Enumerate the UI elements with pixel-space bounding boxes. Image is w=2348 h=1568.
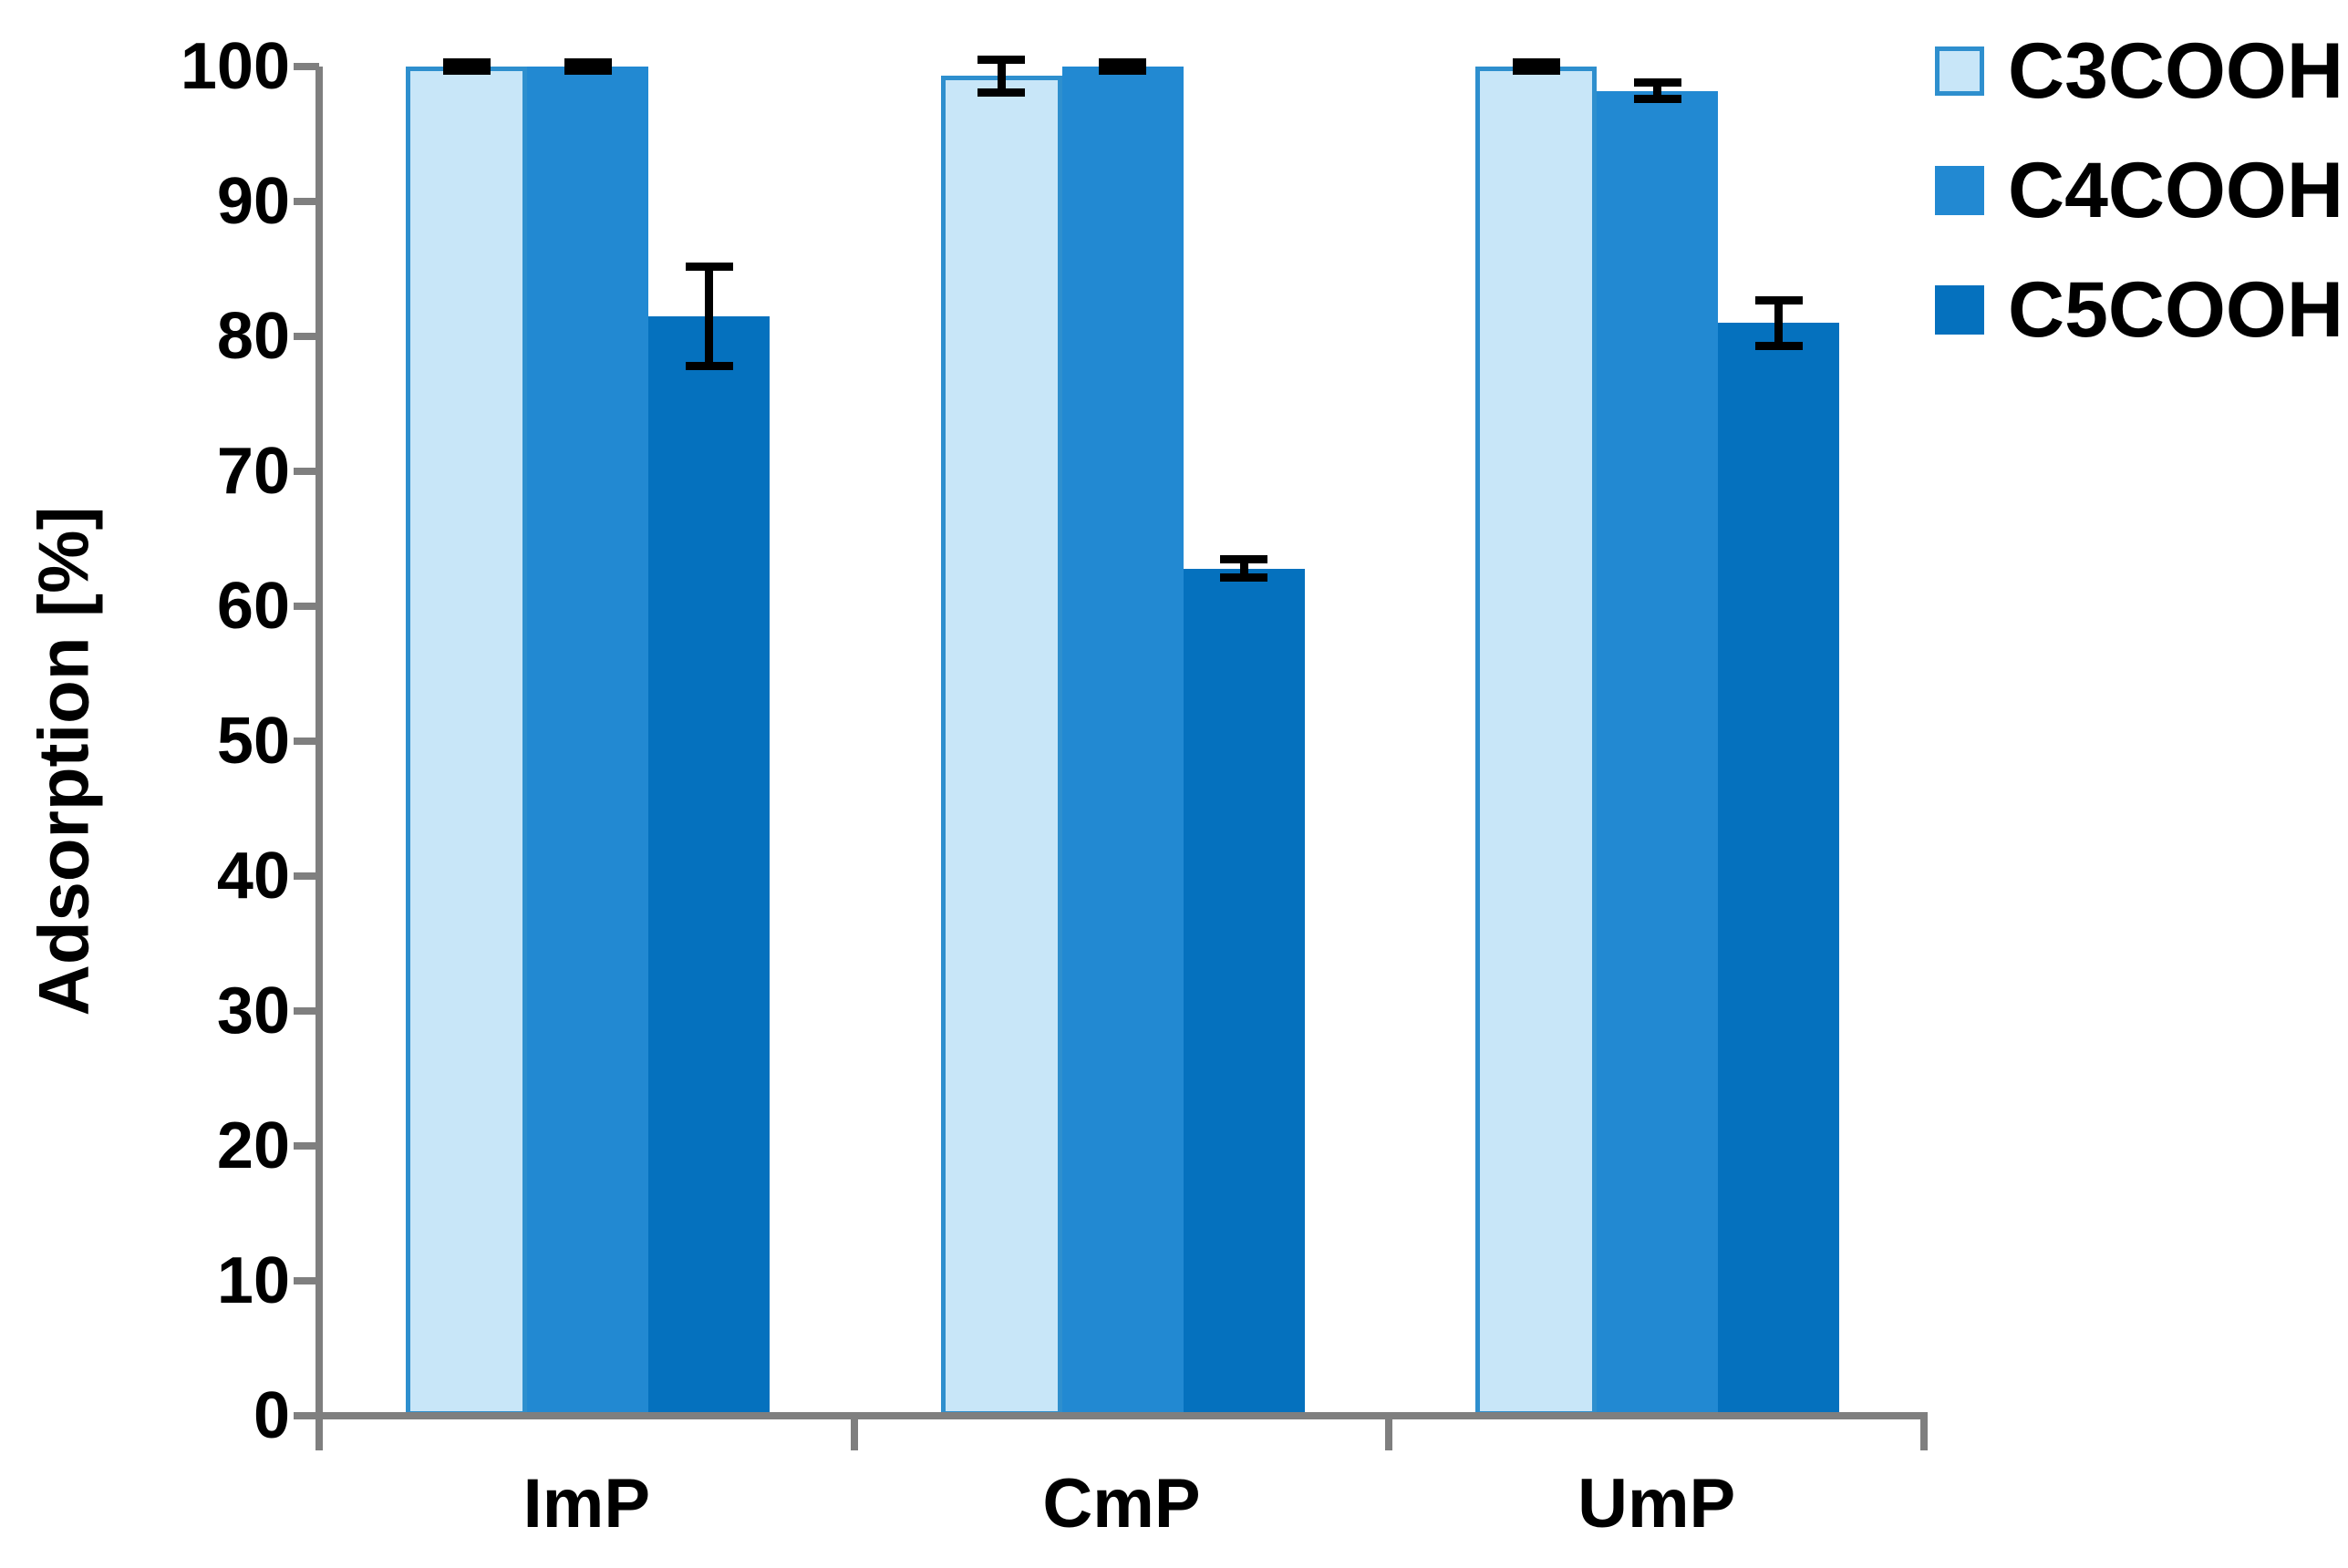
y-tick-label-70: 70 — [216, 435, 290, 508]
error-bar-cap-top-ump-c5cooh — [1754, 295, 1803, 304]
error-bar-cap-bottom-ump-c3cooh — [1512, 66, 1560, 75]
bar-imp-c4cooh — [527, 67, 648, 1416]
error-bar-cap-bottom-imp-c3cooh — [442, 66, 491, 75]
y-tick-90 — [294, 198, 319, 205]
x-category-label-ump: UmP — [1577, 1465, 1736, 1542]
legend-item-c4cooh: C4COOH — [1935, 147, 2343, 234]
y-tick-label-50: 50 — [216, 705, 290, 778]
error-bar-cap-bottom-ump-c4cooh — [1633, 95, 1681, 104]
bar-ump-c4cooh — [1597, 90, 1719, 1416]
bar-cmp-c3cooh — [940, 76, 1062, 1416]
y-tick-label-80: 80 — [216, 300, 290, 373]
error-bar-line-ump-c5cooh — [1774, 300, 1784, 346]
y-tick-80 — [294, 333, 319, 340]
error-bar-cap-top-ump-c4cooh — [1633, 78, 1681, 88]
y-tick-20 — [294, 1142, 319, 1150]
y-tick-label-0: 0 — [253, 1379, 290, 1452]
y-tick-label-60: 60 — [216, 570, 290, 643]
y-tick-label-100: 100 — [180, 30, 290, 103]
error-bar-cap-top-cmp-c5cooh — [1220, 554, 1268, 563]
bar-ump-c5cooh — [1718, 323, 1840, 1416]
y-tick-50 — [294, 738, 319, 745]
y-tick-label-40: 40 — [216, 840, 290, 913]
y-tick-label-20: 20 — [216, 1109, 290, 1182]
error-bar-cap-top-cmp-c4cooh — [1099, 58, 1147, 67]
error-bar-cap-bottom-imp-c4cooh — [564, 66, 612, 75]
error-bar-line-cmp-c5cooh — [1239, 559, 1248, 578]
error-bar-cap-bottom-cmp-c4cooh — [1099, 66, 1147, 75]
y-tick-60 — [294, 603, 319, 610]
legend-swatch-c5cooh-icon — [1935, 285, 1984, 335]
y-tick-100 — [294, 63, 319, 70]
error-bar-cap-bottom-cmp-c5cooh — [1220, 573, 1268, 583]
y-tick-0 — [294, 1412, 319, 1419]
x-boundary-tick-0 — [315, 1416, 323, 1450]
y-tick-label-90: 90 — [216, 165, 290, 238]
error-bar-cap-top-imp-c3cooh — [442, 58, 491, 67]
y-axis-title: Adsorption [%] — [23, 506, 104, 1016]
error-bar-cap-top-ump-c3cooh — [1512, 58, 1560, 67]
legend-label-c5cooh: C5COOH — [2008, 266, 2343, 354]
bar-cmp-c4cooh — [1061, 67, 1184, 1416]
error-bar-cap-top-imp-c5cooh — [685, 262, 733, 271]
x-category-label-cmp: CmP — [1042, 1465, 1201, 1542]
error-bar-cap-top-imp-c4cooh — [564, 58, 612, 67]
legend-label-c4cooh: C4COOH — [2008, 147, 2343, 234]
legend-swatch-c4cooh-icon — [1935, 166, 1984, 215]
error-bar-cap-bottom-cmp-c3cooh — [977, 88, 1026, 97]
y-tick-40 — [294, 872, 319, 880]
error-bar-line-cmp-c3cooh — [997, 59, 1006, 93]
bar-ump-c3cooh — [1475, 67, 1598, 1416]
legend-item-c5cooh: C5COOH — [1935, 266, 2343, 354]
y-axis-line — [315, 67, 323, 1423]
y-tick-30 — [294, 1007, 319, 1015]
x-boundary-tick-1 — [850, 1416, 858, 1450]
legend-swatch-c3cooh-icon — [1935, 46, 1984, 96]
y-tick-70 — [294, 468, 319, 475]
bar-cmp-c5cooh — [1183, 568, 1305, 1416]
legend-item-c3cooh: C3COOH — [1935, 27, 2343, 115]
x-boundary-tick-3 — [1920, 1416, 1928, 1450]
error-bar-cap-top-cmp-c3cooh — [977, 56, 1026, 65]
bar-imp-c3cooh — [406, 67, 527, 1416]
y-tick-label-30: 30 — [216, 975, 290, 1047]
error-bar-cap-bottom-ump-c5cooh — [1754, 341, 1803, 350]
x-category-label-imp: ImP — [522, 1465, 651, 1542]
error-bar-line-imp-c5cooh — [705, 266, 713, 366]
y-tick-10 — [294, 1277, 319, 1284]
legend-label-c3cooh: C3COOH — [2008, 27, 2343, 115]
error-bar-line-ump-c4cooh — [1653, 82, 1662, 99]
x-axis-line — [315, 1412, 1928, 1419]
bar-imp-c5cooh — [648, 315, 770, 1416]
error-bar-cap-bottom-imp-c5cooh — [685, 362, 733, 371]
x-boundary-tick-2 — [1385, 1416, 1393, 1450]
y-tick-label-10: 10 — [216, 1244, 290, 1317]
